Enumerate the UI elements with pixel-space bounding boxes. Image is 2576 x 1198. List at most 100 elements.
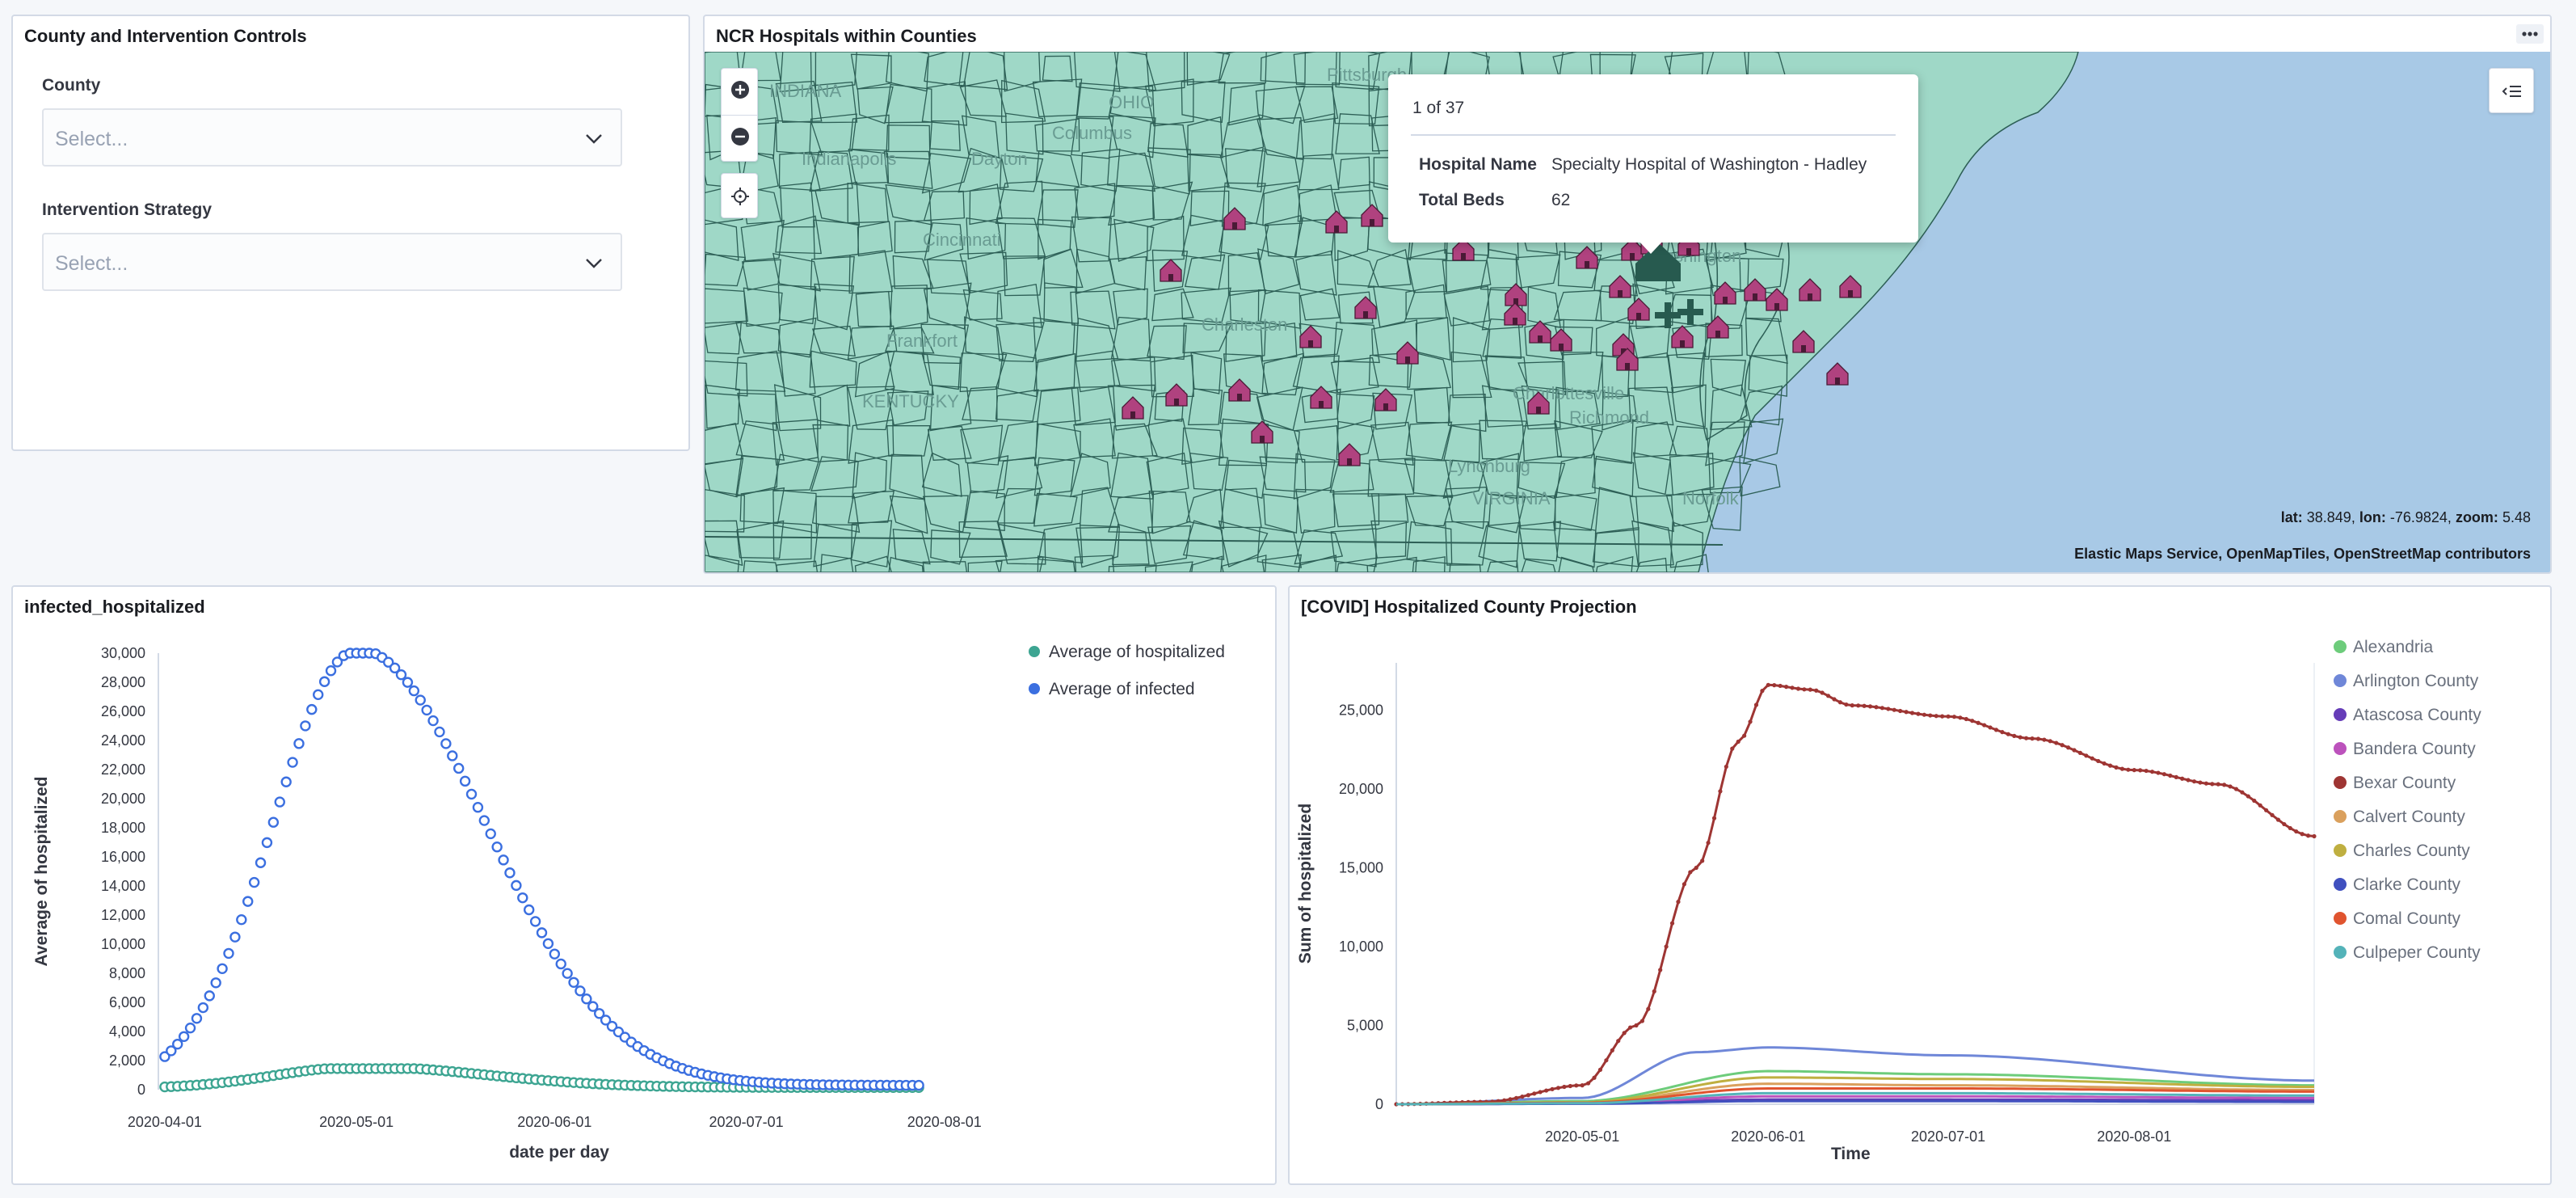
hospital-marker-icon[interactable] <box>1799 278 1821 302</box>
hospital-marker-icon[interactable] <box>1707 315 1729 339</box>
hospital-marker-icon[interactable] <box>1228 378 1251 402</box>
data-point[interactable] <box>166 1045 177 1057</box>
data-point[interactable] <box>536 927 548 939</box>
data-point[interactable] <box>529 916 541 927</box>
hospital-marker-icon[interactable] <box>1310 386 1332 409</box>
hospital-marker-icon[interactable] <box>1338 443 1361 466</box>
data-point[interactable] <box>606 1020 618 1032</box>
data-point[interactable] <box>197 1002 209 1014</box>
hospital-marker-icon[interactable] <box>1396 341 1419 365</box>
data-point[interactable] <box>447 750 458 761</box>
data-point[interactable] <box>402 677 414 688</box>
strategy-select[interactable]: Select... <box>42 233 622 291</box>
data-point[interactable] <box>389 662 401 674</box>
hospital-marker-icon[interactable] <box>1299 325 1322 348</box>
legend-item[interactable]: Average of hospitalized <box>1049 643 1225 661</box>
data-point[interactable] <box>523 904 535 916</box>
hospital-marker-icon[interactable] <box>1826 362 1849 386</box>
data-point[interactable] <box>517 892 528 904</box>
legend-item[interactable]: Comal County <box>2353 909 2461 928</box>
data-point[interactable] <box>562 968 573 979</box>
data-point[interactable] <box>452 762 465 774</box>
hospital-marker-icon[interactable] <box>1504 302 1526 326</box>
map-attribution[interactable]: Elastic Maps Service, OpenMapTiles, Open… <box>2074 546 2531 562</box>
hospital-marker-icon[interactable] <box>1792 330 1815 353</box>
hospital-marker-icon[interactable] <box>1165 383 1188 407</box>
zoom-out-icon[interactable] <box>730 127 750 146</box>
data-point[interactable] <box>575 985 586 997</box>
data-point[interactable] <box>498 854 509 866</box>
data-point[interactable] <box>440 738 452 749</box>
data-point[interactable] <box>600 1015 612 1026</box>
data-point[interactable] <box>427 715 439 727</box>
data-point[interactable] <box>408 685 420 697</box>
data-point[interactable] <box>504 867 516 879</box>
data-point[interactable] <box>210 977 221 989</box>
data-point[interactable] <box>261 837 273 849</box>
series-line[interactable] <box>1396 1046 2315 1106</box>
legend-item[interactable]: Charles County <box>2353 842 2470 860</box>
data-point[interactable] <box>472 802 484 813</box>
legend-item[interactable]: Bexar County <box>2353 774 2456 792</box>
data-point[interactable] <box>172 1038 183 1050</box>
data-point[interactable] <box>267 816 280 828</box>
data-point[interactable] <box>568 977 579 988</box>
data-point[interactable] <box>242 896 254 907</box>
hospital-marker-icon[interactable] <box>1325 210 1348 234</box>
data-point[interactable] <box>459 775 471 787</box>
data-point[interactable] <box>300 720 311 732</box>
layer-control-button[interactable] <box>2489 68 2534 113</box>
hospital-marker-icon[interactable] <box>1223 207 1246 230</box>
data-point[interactable] <box>318 676 330 687</box>
data-point[interactable] <box>549 948 561 960</box>
hospital-marker-icon[interactable] <box>1839 275 1862 298</box>
hospital-marker-icon[interactable] <box>1160 259 1182 282</box>
map-canvas[interactable]: INDIANA OHIO Columbus Indianapolis Dayton Cin… <box>705 52 2550 572</box>
data-point[interactable] <box>581 993 592 1005</box>
legend-item[interactable]: Bandera County <box>2353 740 2476 758</box>
fit-bounds-button[interactable] <box>721 173 758 218</box>
hospital-marker-icon[interactable] <box>1550 328 1572 352</box>
data-point[interactable] <box>485 828 496 840</box>
hospital-marker-icon[interactable] <box>1529 320 1551 344</box>
data-point[interactable] <box>325 665 337 677</box>
data-point[interactable] <box>248 876 260 888</box>
data-point[interactable] <box>159 1051 170 1062</box>
hospital-marker-icon[interactable] <box>1609 275 1631 298</box>
hospital-marker-icon[interactable] <box>1744 278 1766 302</box>
data-point[interactable] <box>542 938 554 949</box>
hospital-marker-icon[interactable] <box>1714 281 1736 305</box>
data-point[interactable] <box>204 990 215 1002</box>
zoom-in-icon[interactable] <box>730 80 750 99</box>
data-point[interactable] <box>293 738 305 749</box>
data-point[interactable] <box>178 1031 190 1042</box>
data-point[interactable] <box>287 757 298 768</box>
legend-item[interactable]: Alexandria <box>2353 638 2434 656</box>
hospital-marker-icon[interactable] <box>1122 396 1144 420</box>
hospital-cluster-icon[interactable] <box>1677 299 1703 325</box>
data-point[interactable] <box>306 703 318 715</box>
data-point[interactable] <box>478 815 490 826</box>
data-point[interactable] <box>913 1079 924 1091</box>
panel-options-button[interactable] <box>2516 24 2544 44</box>
data-point[interactable] <box>434 726 445 738</box>
data-point[interactable] <box>236 914 247 926</box>
hospital-marker-icon[interactable] <box>1627 297 1650 321</box>
data-point[interactable] <box>274 796 285 808</box>
hospital-marker-icon[interactable] <box>1374 388 1397 411</box>
data-point[interactable] <box>184 1022 196 1034</box>
data-point[interactable] <box>415 694 426 706</box>
hospital-marker-icon[interactable] <box>1361 204 1383 227</box>
data-point[interactable] <box>255 857 267 868</box>
legend-item[interactable]: Culpeper County <box>2353 943 2481 962</box>
data-point[interactable] <box>223 947 234 960</box>
data-point[interactable] <box>191 1013 203 1024</box>
legend-item[interactable]: Clarke County <box>2353 875 2461 894</box>
data-point[interactable] <box>421 704 432 716</box>
hospital-marker-icon[interactable] <box>1671 325 1694 348</box>
data-point[interactable] <box>217 963 228 974</box>
data-point[interactable] <box>313 689 324 701</box>
hospital-marker-icon[interactable] <box>1505 283 1527 306</box>
hospital-marker-icon[interactable] <box>1576 246 1598 269</box>
hospital-marker-icon[interactable] <box>1354 296 1377 319</box>
